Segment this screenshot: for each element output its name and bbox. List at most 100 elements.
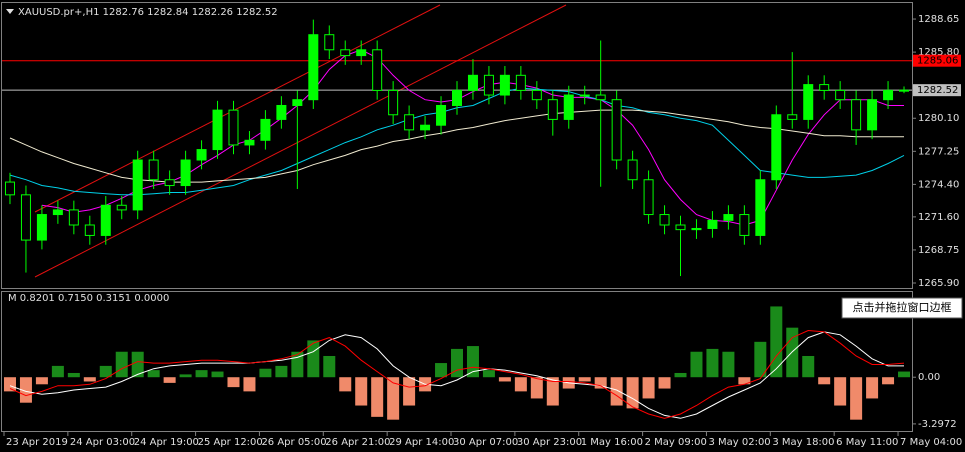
histogram-bar [83,377,96,382]
candle-body [819,84,830,91]
candle-body [899,89,910,92]
candle-body [196,149,207,161]
candle-body [36,214,47,241]
tooltip: 点击并拖拉窗口边框 [853,300,952,314]
candle-body [308,34,319,101]
x-tick-label: 1 May 16:00 [581,437,643,448]
candle-body [372,49,383,91]
moving-average [9,109,904,183]
candle-body [707,219,718,229]
candle-body [100,204,111,236]
candle-body [356,49,367,57]
histogram-bar [482,370,495,378]
histogram-bar [227,377,240,388]
menu-arrow[interactable] [6,9,14,14]
price-label: 1285.06 [917,56,958,67]
candle-body [276,104,287,120]
histogram-bar [355,377,368,406]
candle-body [180,159,191,187]
histogram-bar [706,348,719,378]
candle-body [867,99,878,131]
histogram-bar [323,355,336,378]
candle-body [212,109,223,151]
y-tick-label: 1285.80 [918,47,959,58]
candle-body [595,94,606,101]
candle-body [627,159,638,181]
candle-body [260,118,271,141]
histogram-bar [259,368,272,378]
histogram-bar [371,377,384,417]
x-tick-label: 3 May 02:00 [708,437,770,448]
x-tick-label: 29 Apr 14:00 [389,437,454,448]
histogram-bar [35,377,48,385]
candle-body [787,114,798,120]
candle-body [388,89,399,116]
candle-body [132,159,143,211]
candle-body [579,94,590,97]
candle-body [84,224,95,236]
y-tick-label: 1274.40 [918,179,959,190]
histogram-bar [530,377,543,399]
candle-body [52,209,63,216]
histogram-bar [67,372,80,378]
histogram-bar [546,377,559,406]
histogram-bar [3,377,16,392]
signal-line [9,329,905,419]
indicator-layer [3,306,911,420]
histogram-bar [658,377,671,389]
tooltip-box [841,297,963,319]
histogram-bar [834,377,847,406]
histogram-bar [211,371,224,378]
x-tick-label: 23 Apr 2019 [6,437,68,448]
candle-body [691,227,702,231]
histogram-bar [403,377,416,406]
x-tick-label: 6 May 11:00 [836,437,898,448]
x-tick-label: 2 May 09:00 [645,437,707,448]
candle-body [340,49,351,57]
candle-body [883,89,894,101]
candle-body [499,74,510,96]
histogram-bar [163,377,176,383]
histogram-bar [882,377,895,385]
candle-body [611,99,622,161]
histogram-bar [722,351,735,378]
histogram-bar [147,370,160,378]
chart-title: XAUUSD.pr+,H1 1282.76 1282.84 1282.26 12… [18,7,278,18]
price-frame [1,2,913,289]
candle-body [659,214,670,226]
histogram-bar [275,365,288,378]
candle-body [116,204,127,211]
candle-body [835,89,846,101]
histogram-bar [19,377,32,403]
x-tick-label: 26 Apr 21:00 [325,437,390,448]
histogram-bar [610,377,623,406]
candle-body [851,99,862,131]
histogram-bar [51,365,64,378]
x-tick-label: 25 Apr 12:00 [198,437,263,448]
candle-body [723,214,734,221]
histogram-bar [578,377,591,382]
candle-body [4,181,15,196]
channel-upper [34,4,441,213]
histogram-bar [594,377,607,389]
histogram-bar [738,377,751,385]
candle-body [739,214,750,236]
y-tick-label: 1280.10 [918,113,959,124]
histogram-bar [451,348,463,378]
candle-body [436,104,447,126]
candle-body [420,124,431,131]
x-tick-label: 26 Apr 05:00 [261,437,326,448]
y-tick-label: 0.00 [918,372,940,383]
histogram-bar [674,372,687,378]
x-tick-label: 24 Apr 03:00 [70,437,135,448]
candle-body [244,139,255,146]
x-tick-label: 24 Apr 19:00 [134,437,199,448]
candle-body [675,224,686,231]
candle-body [164,179,175,187]
candle-body [771,114,782,181]
histogram-bar [131,351,144,378]
candle-body [515,74,526,91]
channel-lower [34,4,567,278]
histogram-bar [435,363,448,378]
